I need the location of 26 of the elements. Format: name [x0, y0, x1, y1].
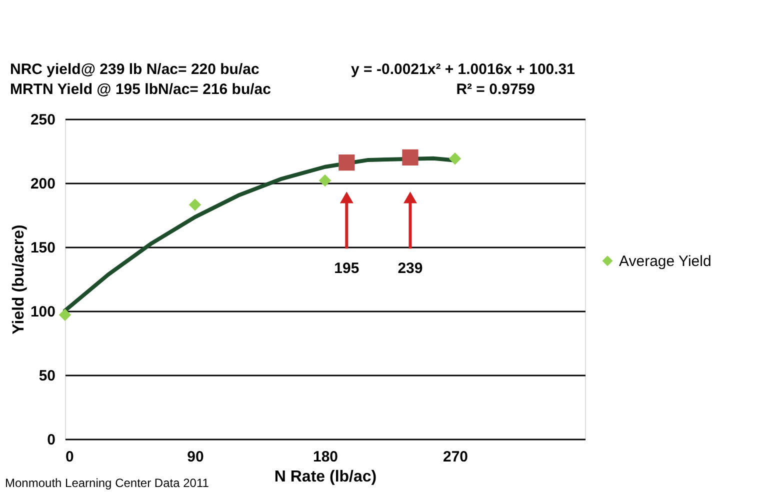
x-tick-label: 270: [442, 448, 468, 466]
text: Monmouth Learning Center Data 2011: [5, 476, 210, 490]
y-tick-label: 50: [38, 368, 56, 384]
y-axis-title: Yield (bu/acre): [10, 224, 28, 334]
point: [402, 149, 418, 166]
legend-label: Average Yield: [619, 252, 712, 270]
annotation: 195: [334, 260, 360, 277]
point: [188, 198, 202, 211]
x-tick-label: 180: [312, 448, 338, 466]
x-axis-title: N Rate (lb/ac): [274, 468, 377, 486]
x-tick-label: 90: [187, 448, 204, 466]
y-tick-label: 150: [30, 240, 56, 256]
y-tick-label: 250: [30, 112, 56, 128]
point: [448, 152, 462, 165]
text: y = -0.0021x² + 1.0016x + 100.31: [351, 61, 575, 78]
point: [318, 174, 332, 187]
x-tick-label: 0: [66, 448, 74, 466]
y-tick-label: 100: [30, 304, 56, 320]
text: NRC yield@ 239 lb N/ac= 220 bu/ac: [10, 61, 260, 78]
y-tick-label: 0: [47, 432, 56, 448]
point: [338, 154, 355, 171]
text: MRTN Yield @ 195 lbN/ac= 216 bu/ac: [10, 81, 271, 98]
text: R² = 0.9759: [456, 81, 535, 98]
point: [58, 308, 72, 321]
y-tick-label: 200: [30, 176, 56, 192]
annotation: 239: [398, 260, 423, 277]
